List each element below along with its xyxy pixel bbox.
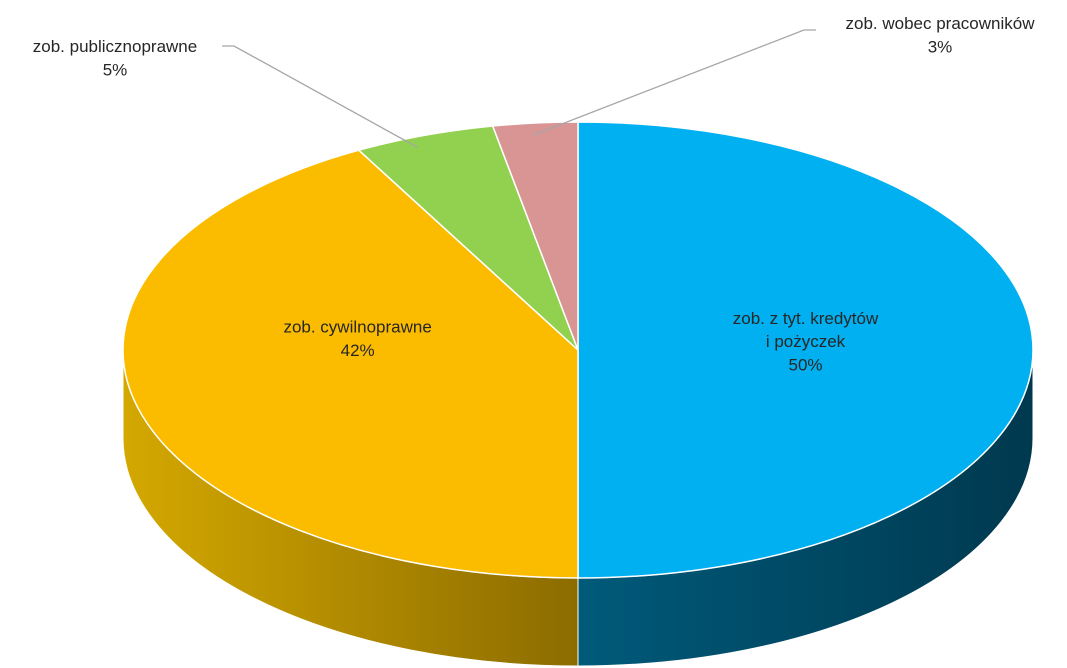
labels: zob. z tyt. kredytów i pożyczek 50% zob. cy… [33,14,1035,374]
slice-label: zob. publicznoprawne [33,37,197,56]
slice-value-label: 50% [788,355,822,374]
slice [491,121,579,351]
slice-label: zob. cywilnoprawne [283,318,431,337]
slice-label: zob. wobec pracowników [846,14,1036,33]
slice [122,149,579,579]
slice [357,125,579,351]
slice-label: zob. z tyt. kredytów i pożyczek [733,309,879,351]
slice-value-label: 3% [928,37,953,56]
slice [577,121,1034,579]
slice-value-label: 42% [341,341,375,360]
leader-line [533,29,816,136]
pie-tops [122,121,1034,579]
slice-value-label: 5% [103,60,128,79]
leader-line [222,45,419,149]
